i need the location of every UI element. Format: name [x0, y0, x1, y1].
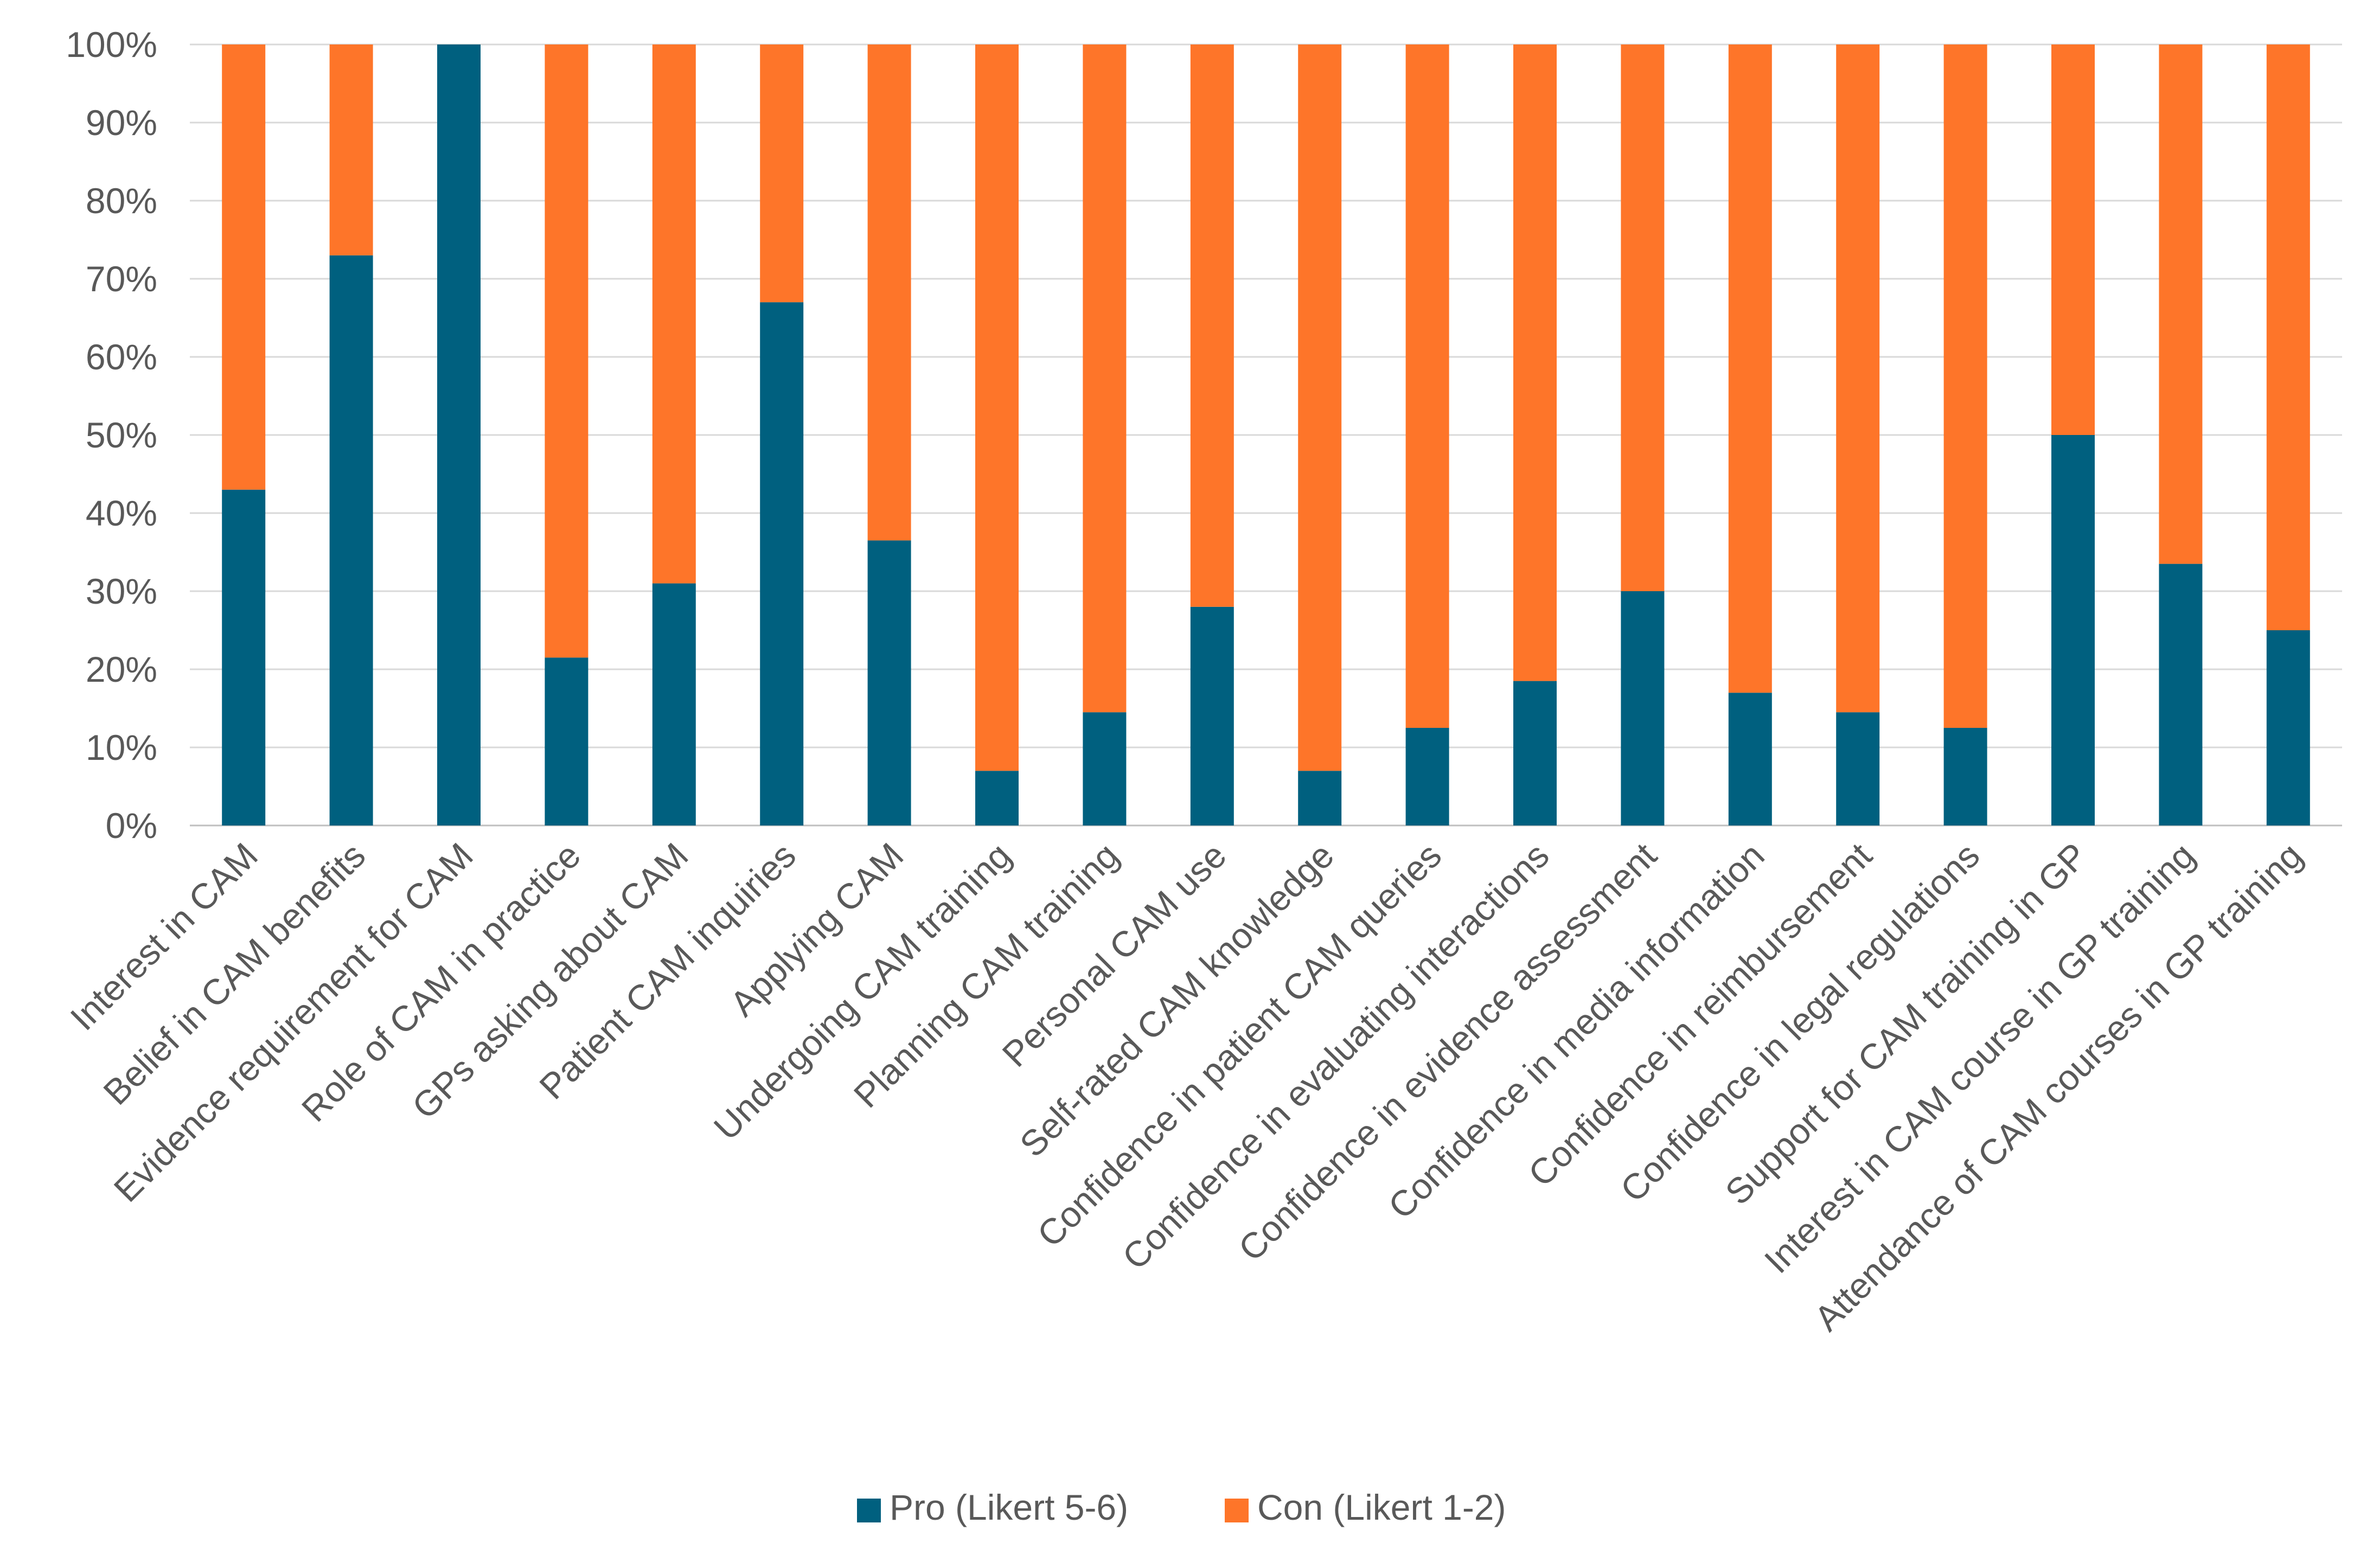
bar-segment-con — [222, 44, 266, 490]
bar-segment-con — [1190, 44, 1234, 607]
bar-segment-pro — [2159, 564, 2203, 825]
bar-segment-pro — [760, 302, 804, 825]
bar-segment-con — [1298, 44, 1342, 771]
y-tick-label: 80% — [86, 181, 157, 221]
bar-segment-pro — [1836, 712, 1880, 825]
bar-segment-con — [2051, 44, 2095, 435]
bar-segment-pro — [1513, 681, 1557, 825]
y-tick-label: 40% — [86, 493, 157, 533]
bar-segment-pro — [1621, 591, 1665, 825]
bar-segment-pro — [975, 771, 1019, 825]
y-tick-label: 90% — [86, 103, 157, 143]
bar-segment-pro — [1405, 728, 1449, 825]
bar-segment-pro — [1943, 728, 1987, 825]
bar-segment-pro — [1083, 712, 1127, 825]
bar-segment-con — [2266, 44, 2310, 630]
y-tick-label: 0% — [106, 805, 157, 846]
bar-segment-con — [1513, 44, 1557, 681]
x-tick-label: Attendance of CAM courses in GP training — [1806, 835, 2310, 1339]
bar-segment-pro — [1728, 693, 1772, 825]
legend-label: Con (Likert 1-2) — [1257, 1487, 1506, 1527]
x-tick-label: Confidence in patient CAM queries — [1029, 835, 1449, 1255]
legend-label: Pro (Likert 5-6) — [890, 1487, 1128, 1527]
y-tick-label: 70% — [86, 259, 157, 299]
bar-segment-pro — [437, 44, 481, 825]
bar-segment-con — [1083, 44, 1127, 713]
bar-segment-con — [975, 44, 1019, 771]
bar-segment-pro — [545, 657, 589, 825]
y-axis-tick-labels: 0% 10% 20% 30% 40% 50% 60% 70% 80% 90% 100% — [66, 24, 157, 846]
bar-segment-pro — [2266, 630, 2310, 825]
bar-segment-pro — [1298, 771, 1342, 825]
bar-segment-pro — [867, 540, 911, 825]
y-tick-label: 30% — [86, 571, 157, 611]
bar-segment-con — [1836, 44, 1880, 713]
legend-swatch — [857, 1499, 881, 1522]
bars — [222, 44, 2310, 825]
x-tick-label: Confidence in media information — [1380, 835, 1772, 1227]
bar-segment-con — [1621, 44, 1665, 591]
y-tick-label: 20% — [86, 649, 157, 689]
x-tick-label: Interest in CAM — [62, 835, 265, 1038]
y-tick-label: 100% — [66, 24, 157, 65]
bar-segment-pro — [329, 255, 373, 825]
bar-segment-con — [867, 44, 911, 541]
bar-segment-con — [760, 44, 804, 303]
bar-segment-con — [329, 44, 373, 255]
bar-segment-con — [2159, 44, 2203, 564]
y-tick-label: 10% — [86, 727, 157, 767]
bar-segment-pro — [1190, 606, 1234, 825]
bar-segment-con — [1943, 44, 1987, 728]
bar-segment-con — [545, 44, 589, 658]
y-tick-label: 60% — [86, 337, 157, 377]
legend: Pro (Likert 5-6) Con (Likert 1-2) — [857, 1487, 1506, 1527]
bar-segment-con — [652, 44, 696, 584]
y-tick-label: 50% — [86, 415, 157, 455]
bar-segment-pro — [652, 583, 696, 825]
bar-segment-con — [1405, 44, 1449, 728]
gridlines — [190, 43, 2342, 827]
bar-segment-con — [1728, 44, 1772, 693]
bar-segment-pro — [2051, 435, 2095, 825]
legend-swatch — [1225, 1499, 1249, 1522]
bar-segment-pro — [222, 489, 266, 825]
